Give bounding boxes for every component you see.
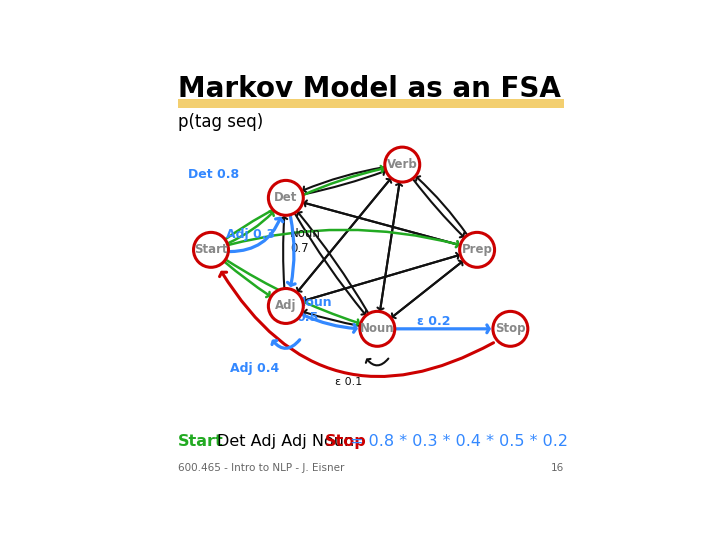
Circle shape (269, 180, 303, 215)
Text: 600.465 - Intro to NLP - J. Eisner: 600.465 - Intro to NLP - J. Eisner (178, 463, 344, 473)
Text: Stop: Stop (495, 322, 526, 335)
Text: ε 0.2: ε 0.2 (417, 315, 450, 328)
Text: Stop: Stop (325, 434, 367, 449)
Text: Verb: Verb (387, 158, 418, 171)
Circle shape (459, 232, 495, 267)
Text: Det 0.8: Det 0.8 (188, 168, 239, 181)
Text: Noun
0.5: Noun 0.5 (296, 295, 333, 323)
Circle shape (269, 288, 303, 323)
Circle shape (493, 312, 528, 346)
Text: p(tag seq): p(tag seq) (178, 113, 263, 131)
Text: Start: Start (178, 434, 223, 449)
Text: Det Adj Adj Noun: Det Adj Adj Noun (217, 434, 354, 449)
Text: Adj 0.3: Adj 0.3 (225, 228, 274, 241)
Text: Noun: Noun (360, 322, 395, 335)
Text: Markov Model as an FSA: Markov Model as an FSA (178, 75, 561, 103)
Circle shape (360, 312, 395, 346)
Text: Start: Start (194, 244, 228, 256)
Circle shape (194, 232, 228, 267)
Text: Noun
0.7: Noun 0.7 (290, 227, 321, 255)
Text: 16: 16 (552, 463, 564, 473)
Text: Adj 0.4: Adj 0.4 (230, 362, 279, 375)
Text: Prep: Prep (462, 244, 492, 256)
Circle shape (384, 147, 420, 182)
Bar (178, 99, 564, 109)
Text: Det: Det (274, 191, 297, 204)
Text: = 0.8 * 0.3 * 0.4 * 0.5 * 0.2: = 0.8 * 0.3 * 0.4 * 0.5 * 0.2 (351, 434, 568, 449)
Text: Adj: Adj (275, 300, 297, 313)
Text: ε 0.1: ε 0.1 (335, 377, 362, 387)
